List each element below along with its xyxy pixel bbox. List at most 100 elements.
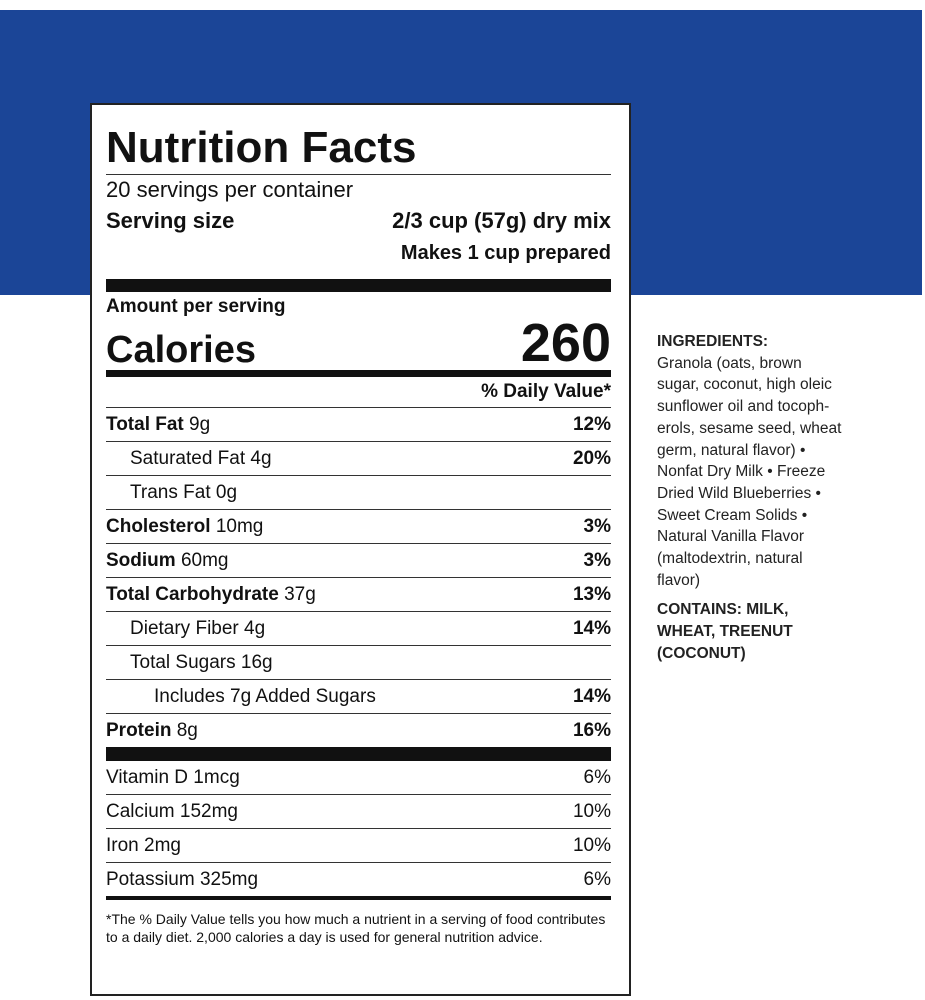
nutrient-name: Sodium	[106, 549, 176, 571]
nutrient: Calcium 152mg	[106, 801, 238, 823]
nutrient-name: Dietary Fiber	[130, 617, 239, 639]
ingredients-text: Granola (oats, brown sugar, coconut, high…	[657, 353, 887, 592]
amount-per-serving: Amount per serving	[106, 296, 286, 317]
nutrient-amount: 4g	[244, 617, 266, 639]
nutrient-row: Potassium 325mg 6%	[106, 863, 611, 896]
nutrient: Vitamin D 1mcg	[106, 767, 240, 789]
nutrient: Dietary Fiber 4g	[106, 618, 265, 640]
ingredients-line: erols, sesame seed, wheat	[657, 419, 842, 437]
contains-line: CONTAINS: MILK,	[657, 601, 789, 619]
ingredients-line: Nonfat Dry Milk • Freeze	[657, 463, 826, 481]
serving-size: Serving size 2/3 cup (57g) dry mix	[106, 205, 611, 237]
dv: 10%	[572, 800, 611, 822]
nutrient-name: Total Fat	[106, 413, 184, 435]
nutrient-name: Protein	[106, 719, 172, 741]
serving-size-label: Serving size	[106, 208, 235, 233]
calories-row: Calories 260	[106, 316, 611, 371]
nutrient: Total Fat 9g	[106, 414, 210, 436]
divider	[106, 370, 611, 377]
nutrient-name: Total Sugars	[130, 651, 236, 673]
nutrient-name: Vitamin D	[106, 766, 189, 788]
footnote: *The % Daily Value tells you how much a …	[106, 896, 611, 946]
ingredients-line: Sweet Cream Solids •	[657, 506, 808, 524]
nutrition-label: Nutrition Facts 20 servings per containe…	[90, 103, 631, 996]
dv: 6%	[583, 766, 611, 788]
dv: 3%	[583, 549, 611, 571]
ingredients-line: germ, natural flavor) •	[657, 441, 806, 459]
dv-header: % Daily Value*	[106, 377, 611, 408]
nutrient: Protein 8g	[106, 720, 198, 742]
ingredients-line: sunflower oil and tocoph-	[657, 398, 830, 416]
nutrient-amount: 8g	[176, 719, 198, 741]
servings: 20 servings per container	[106, 177, 354, 202]
nutrient-amount: 1mcg	[193, 766, 240, 788]
nutrient-name: Cholesterol	[106, 515, 211, 537]
serving-size-value: 2/3 cup (57g) dry mix	[392, 208, 611, 233]
nutrient: Includes 7g Added Sugars	[106, 686, 376, 708]
nutrient-row: Sodium 60mg 3%	[106, 544, 611, 578]
ingredients-heading: INGREDIENTS:	[657, 333, 769, 350]
nutrient: Total Sugars 16g	[106, 652, 273, 674]
title: Nutrition Facts	[106, 123, 611, 175]
divider	[106, 747, 611, 761]
nutrient: Sodium 60mg	[106, 550, 228, 572]
dv: 6%	[583, 868, 611, 890]
vitamin-list: Vitamin D 1mcg 6% Calcium 152mg 10% Iron 2mg…	[106, 761, 611, 896]
nutrient-amount: 16g	[240, 651, 273, 673]
contains-line: (COCONUT)	[657, 644, 746, 662]
ingredients-line: sugar, coconut, high oleic	[657, 376, 832, 394]
nutrient-name: Total Carbohydrate	[106, 583, 279, 605]
nutrient-row: Dietary Fiber 4g 14%	[106, 612, 611, 646]
nutrient-amount: 2mg	[144, 834, 181, 856]
nutrient-amount: 60mg	[180, 549, 229, 571]
nutrient-amount: 37g	[284, 583, 316, 605]
dv: 13%	[572, 583, 611, 605]
nutrient-amount: 10mg	[215, 515, 264, 537]
dv: 16%	[572, 719, 611, 741]
dv: 20%	[572, 447, 611, 469]
nutrient-row: Iron 2mg 10%	[106, 829, 611, 863]
ingredients: INGREDIENTS: Granola (oats, brown sugar, …	[657, 331, 887, 665]
calories-label: Calories	[106, 329, 256, 371]
dv: 14%	[572, 685, 611, 707]
nutrient-row: Saturated Fat 4g 20%	[106, 442, 611, 476]
nutrient-row: Includes 7g Added Sugars 14%	[106, 680, 611, 714]
divider	[106, 279, 611, 292]
nutrient-row: Cholesterol 10mg 3%	[106, 510, 611, 544]
nutrient: Iron 2mg	[106, 835, 181, 857]
prepared: Makes 1 cup prepared	[400, 242, 611, 264]
nutrient-amount: 325mg	[199, 868, 259, 890]
nutrient-name: Saturated Fat	[130, 447, 246, 469]
nutrient-row: Total Fat 9g 12%	[106, 408, 611, 442]
nutrient-name: Includes 7g Added Sugars	[154, 685, 376, 707]
nutrient-row: Vitamin D 1mcg 6%	[106, 761, 611, 795]
nutrient-name: Potassium	[106, 868, 195, 890]
ingredients-line: Natural Vanilla Flavor	[657, 528, 805, 546]
nutrient-name: Calcium	[106, 800, 175, 822]
nutrient: Saturated Fat 4g	[106, 448, 272, 470]
nutrient: Cholesterol 10mg	[106, 516, 263, 538]
nutrient-amount: 0g	[215, 481, 238, 503]
nutrient-row: Trans Fat 0g	[106, 476, 611, 510]
nutrient: Trans Fat 0g	[106, 482, 237, 504]
nutrient-list: Total Fat 9g 12% Saturated Fat 4g 20% Trans …	[106, 408, 611, 747]
nutrient-row: Protein 8g 16%	[106, 714, 611, 747]
nutrient-name: Iron	[106, 834, 139, 856]
ingredients-line: Granola (oats, brown	[657, 354, 802, 372]
ingredients-line: (maltodextrin, natural	[657, 550, 803, 568]
dv: 14%	[572, 617, 611, 639]
nutrient-row: Total Carbohydrate 37g 13%	[106, 578, 611, 612]
nutrient-amount: 152mg	[179, 800, 239, 822]
dv: 12%	[572, 413, 611, 435]
dv: 10%	[572, 834, 611, 856]
contains-line: WHEAT, TREENUT	[657, 623, 793, 641]
ingredients-line: flavor)	[657, 571, 701, 589]
contains: CONTAINS: MILK, WHEAT, TREENUT (COCONUT)	[657, 599, 887, 664]
nutrient: Total Carbohydrate 37g	[106, 584, 316, 606]
dv: 3%	[583, 515, 611, 537]
nutrient-row: Calcium 152mg 10%	[106, 795, 611, 829]
nutrient-row: Total Sugars 16g	[106, 646, 611, 680]
nutrient-name: Trans Fat	[130, 481, 211, 503]
